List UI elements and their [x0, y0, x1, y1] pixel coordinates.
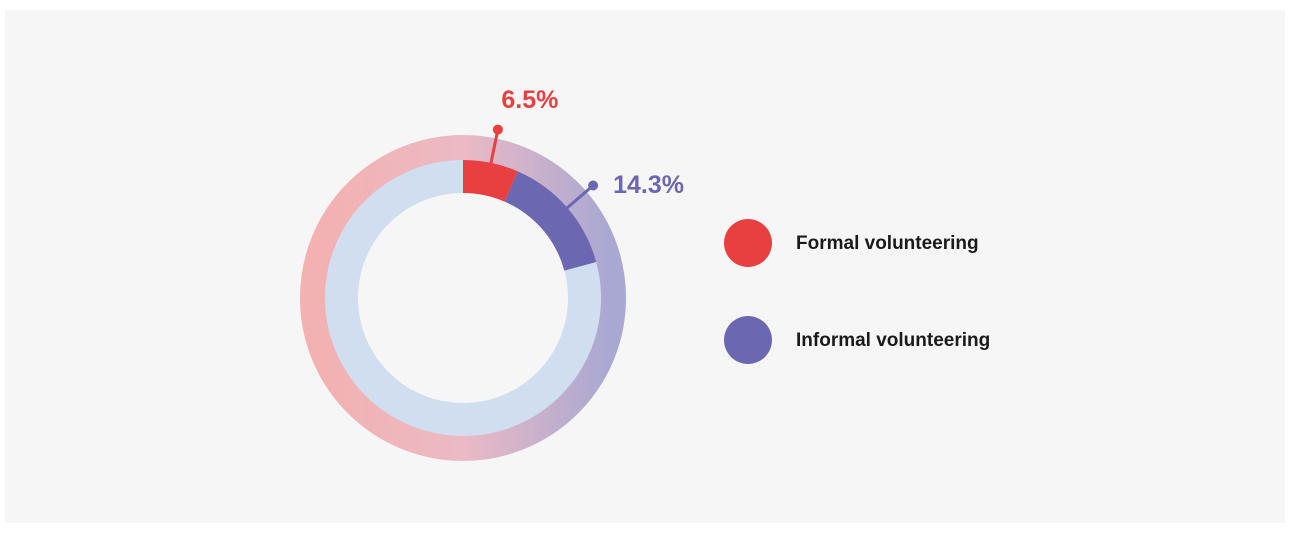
- legend-label: Informal volunteering: [796, 330, 990, 351]
- donut-segment: [504, 171, 597, 271]
- leader-dot: [492, 124, 503, 135]
- donut-segment: [463, 160, 518, 202]
- value-label: 14.3%: [613, 171, 684, 199]
- leader-line: [562, 184, 595, 213]
- value-label: 6.5%: [501, 86, 558, 114]
- leader-line: [488, 129, 500, 169]
- brush-ring: [300, 135, 626, 461]
- legend-swatch: [724, 219, 772, 267]
- legend-swatch: [724, 316, 772, 364]
- panel: [5, 10, 1285, 523]
- legend-label: Formal volunteering: [796, 233, 979, 254]
- leader-dot: [588, 180, 599, 191]
